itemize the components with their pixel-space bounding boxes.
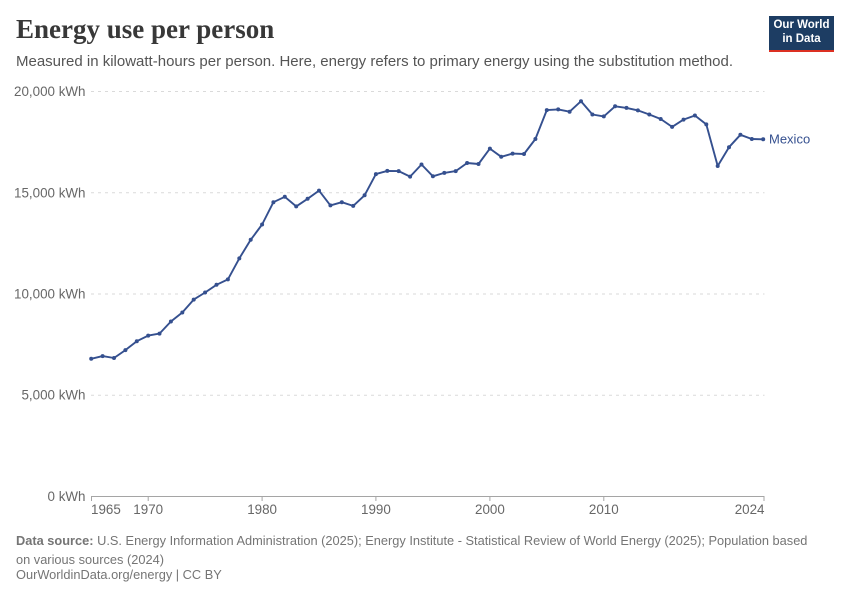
svg-text:0 kWh: 0 kWh: [48, 489, 86, 504]
svg-text:20,000 kWh: 20,000 kWh: [14, 84, 85, 99]
svg-text:2024: 2024: [735, 502, 765, 517]
svg-text:1965: 1965: [91, 502, 121, 517]
svg-text:1990: 1990: [361, 502, 391, 517]
svg-text:1980: 1980: [247, 502, 277, 517]
svg-text:15,000 kWh: 15,000 kWh: [14, 185, 85, 200]
svg-text:2000: 2000: [475, 502, 505, 517]
svg-text:5,000 kWh: 5,000 kWh: [21, 388, 85, 403]
svg-text:2010: 2010: [589, 502, 619, 517]
svg-text:1970: 1970: [133, 502, 163, 517]
svg-text:10,000 kWh: 10,000 kWh: [14, 287, 85, 302]
svg-text:Mexico: Mexico: [769, 132, 810, 147]
